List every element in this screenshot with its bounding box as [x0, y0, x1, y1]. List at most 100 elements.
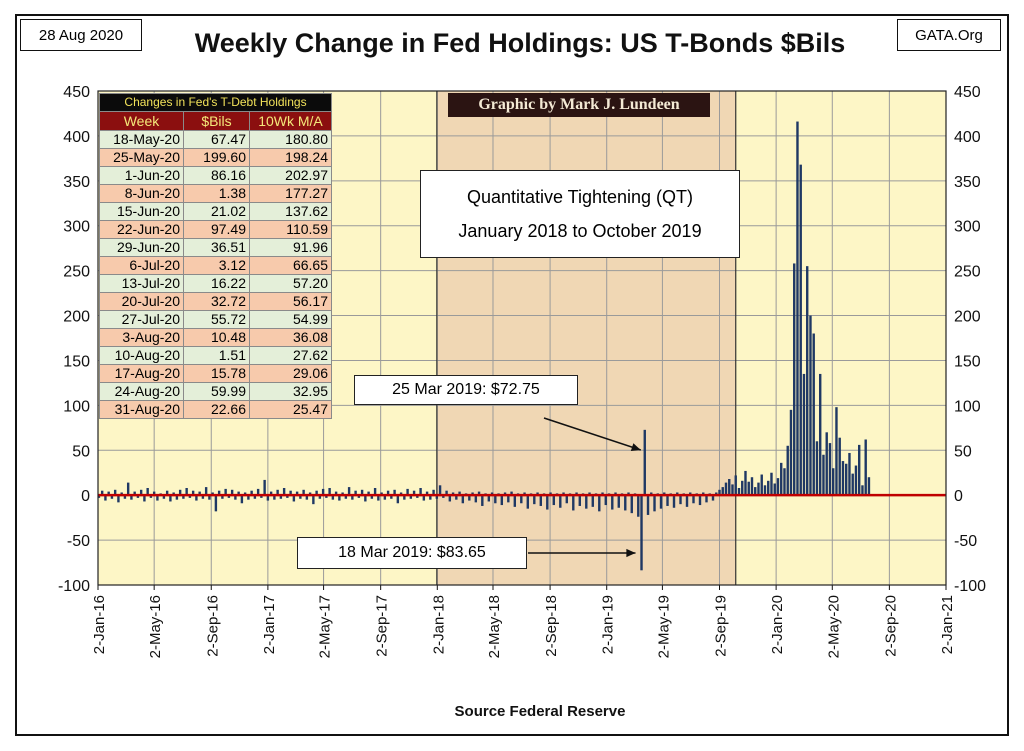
y-tick-label-right: 450	[954, 84, 981, 101]
bar	[624, 495, 627, 511]
bar	[412, 490, 416, 496]
bar	[165, 490, 169, 496]
table-cell-week: 17-Aug-20	[99, 364, 184, 383]
table-cell-week: 22-Jun-20	[99, 220, 184, 239]
table-header-ma: 10Wk M/A	[249, 111, 332, 131]
table-cell-bils: 32.72	[183, 292, 250, 311]
bar	[474, 495, 478, 503]
bar	[549, 492, 552, 496]
bar	[858, 444, 861, 496]
bar	[575, 492, 578, 496]
bar	[198, 491, 201, 496]
bar	[468, 495, 471, 501]
bar	[854, 465, 858, 496]
bar	[351, 495, 354, 500]
y-tick-label-left: 250	[63, 264, 90, 281]
bar	[591, 495, 594, 507]
annotation-mar18: 18 Mar 2019: $83.65	[297, 537, 527, 569]
table-cell-ma: 54.99	[249, 310, 332, 329]
qt-shaded-region	[436, 91, 736, 585]
bar	[354, 490, 357, 496]
bar	[107, 491, 110, 496]
bar	[520, 495, 523, 504]
bar	[445, 490, 448, 496]
bar	[191, 490, 195, 496]
y-tick-label-right: -50	[954, 533, 977, 550]
table-cell-ma: 202.97	[249, 166, 332, 185]
y-tick-label-left: 400	[63, 129, 90, 146]
bar	[448, 495, 452, 502]
bar	[240, 495, 244, 504]
bar	[744, 470, 747, 496]
bar	[666, 495, 669, 506]
bar	[643, 429, 646, 496]
bar	[552, 495, 555, 506]
bar	[611, 495, 614, 510]
bar	[451, 492, 455, 496]
bar	[370, 495, 374, 499]
bar	[279, 495, 283, 499]
x-tick-label: 2-Sep-19	[712, 595, 729, 657]
bar	[702, 492, 705, 496]
bar	[698, 495, 702, 506]
bar	[276, 489, 279, 496]
bar	[721, 487, 724, 496]
bar	[585, 495, 588, 509]
bar	[123, 495, 127, 499]
bar	[185, 487, 188, 496]
bar	[861, 485, 864, 496]
bar	[802, 373, 806, 496]
x-tick-label: 2-May-18	[486, 595, 503, 658]
table-cell-week: 25-May-20	[99, 148, 184, 167]
bar	[224, 488, 227, 496]
bar	[614, 492, 617, 496]
bar	[178, 489, 182, 496]
bar	[152, 491, 156, 496]
bar	[627, 492, 630, 496]
bar	[367, 491, 370, 496]
y-tick-label-left: 300	[63, 219, 90, 236]
bar	[139, 489, 143, 496]
bar	[455, 495, 458, 500]
bar	[149, 495, 153, 498]
date-text: 28 Aug 2020	[38, 26, 124, 44]
bar	[851, 473, 854, 496]
table-cell-bils: 15.78	[183, 364, 250, 383]
bar	[770, 472, 773, 496]
bar	[789, 409, 793, 496]
x-tick-label: 2-May-16	[147, 595, 164, 658]
x-tick-label: 2-Jan-20	[769, 595, 786, 654]
bar	[214, 495, 218, 512]
bar	[305, 495, 309, 500]
x-tick-label: 2-Sep-20	[882, 595, 899, 657]
y-tick-label-left: 450	[63, 84, 90, 101]
bar	[588, 492, 591, 496]
bar	[204, 487, 208, 496]
bar	[533, 495, 536, 505]
y-tick-label-left: 100	[63, 398, 90, 415]
bar	[562, 492, 565, 496]
bar	[341, 492, 344, 496]
bar	[334, 491, 338, 496]
bar	[718, 489, 721, 496]
bar	[380, 492, 383, 496]
y-tick-label-right: 0	[954, 488, 963, 505]
bar	[243, 492, 247, 496]
table-cell-ma: 180.80	[249, 130, 332, 149]
table-row: 17-Aug-20 15.78 29.06	[99, 364, 332, 383]
bar	[867, 477, 871, 496]
bar	[653, 495, 656, 512]
bar	[705, 495, 708, 503]
bar	[110, 495, 114, 499]
table-row: 8-Jun-20 1.38 177.27	[99, 184, 332, 203]
bar	[230, 489, 234, 496]
bar	[136, 495, 140, 498]
bar	[172, 492, 175, 496]
x-tick-label: 2-May-19	[655, 595, 672, 658]
table-cell-bils: 16.22	[183, 274, 250, 293]
bar	[750, 477, 754, 496]
bar	[685, 495, 689, 507]
table-cell-bils: 22.66	[183, 400, 250, 419]
bar	[786, 445, 789, 496]
y-tick-label-right: 50	[954, 443, 972, 460]
